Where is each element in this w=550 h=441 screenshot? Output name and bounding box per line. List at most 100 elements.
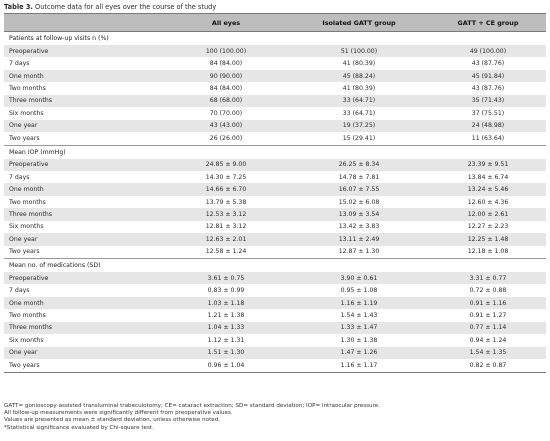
row-label: One month: [4, 296, 164, 310]
table-row: Preoperative 100 (100.00) 51 (100.00) 49 (1…: [4, 45, 546, 58]
cell-gatt-ce: 11 (63.64): [471, 134, 505, 142]
cell-gatt-ce: 45 (91.84): [430, 69, 546, 83]
cell-gatt-ce: 0.91 ± 1.27: [469, 312, 507, 320]
section-header-row: Mean IOP (mmHg): [4, 144, 546, 159]
table-row: One year 43 (43.00) 19 (37.25) 24 (48.98): [4, 119, 546, 133]
table-footnotes: GATT= gonioscopy-assisted transluminal t…: [4, 403, 380, 432]
section-header-row: Patients at follow-up visits n (%): [4, 31, 546, 45]
table-row: Six months 1.12 ± 1.31 1.30 ± 1.38 0.94 ± 1…: [4, 334, 546, 346]
cell-gatt-ce: 13.84 ± 6.74: [467, 173, 509, 181]
cell-all-eyes: 90 (90.00): [164, 69, 288, 83]
row-label: Three months: [4, 208, 164, 221]
row-label: Two months: [9, 198, 46, 206]
outcome-table: All eyes Isolated GATT group GATT + CE g…: [4, 13, 546, 373]
table-row: Six months 12.81 ± 3.12 13.42 ± 3.83 12.27 …: [4, 221, 546, 233]
row-label: Two years: [4, 359, 164, 373]
table-row: Three months 1.04 ± 1.33 1.33 ± 1.47 0.77 ±…: [4, 321, 546, 335]
row-label: 7 days: [9, 173, 30, 181]
table-row: 7 days 0.83 ± 0.99 0.95 ± 1.08 0.72 ± 0.88: [4, 284, 546, 296]
cell-gatt-ce: 12.27 ± 2.23: [467, 223, 509, 231]
cell-all-eyes: 1.03 ± 1.18: [164, 296, 288, 310]
cell-all-eyes: 1.51 ± 1.30: [164, 346, 288, 360]
table-caption: Table 3. Outcome data for all eyes over …: [4, 3, 216, 12]
section-title: Mean IOP (mmHg): [4, 144, 546, 159]
cell-all-eyes: 1.12 ± 1.31: [207, 336, 245, 344]
cell-gatt-ce: 0.82 ± 0.87: [430, 359, 546, 373]
cell-isolated-gatt: 12.87 ± 1.30: [338, 248, 380, 256]
cell-isolated-gatt: 15 (29.41): [342, 134, 376, 142]
cell-all-eyes: 43 (43.00): [164, 119, 288, 133]
column-header-label: [4, 13, 164, 32]
cell-isolated-gatt: 15.02 ± 6.08: [338, 198, 380, 206]
column-header-all-eyes: All eyes: [164, 13, 288, 32]
row-label: One year: [4, 346, 164, 360]
table-row: Two years 0.96 ± 1.04 1.16 ± 1.17 0.82 ± 0.…: [4, 359, 546, 373]
cell-isolated-gatt: 41 (80.39): [342, 60, 376, 68]
row-label: One year: [4, 233, 164, 246]
cell-isolated-gatt: 13.11 ± 2.49: [288, 233, 430, 246]
table-row: Two months 13.79 ± 5.38 15.02 ± 6.08 12.60 …: [4, 196, 546, 208]
cell-isolated-gatt: 33 (64.71): [288, 94, 430, 108]
cell-all-eyes: 0.96 ± 1.04: [164, 359, 288, 373]
cell-isolated-gatt: 14.78 ± 7.81: [338, 173, 380, 181]
cell-isolated-gatt: 33 (64.71): [342, 109, 376, 117]
cell-isolated-gatt: 1.30 ± 1.38: [340, 336, 378, 344]
table-row: One year 12.63 ± 2.01 13.11 ± 2.49 12.25 ± …: [4, 233, 546, 246]
cell-isolated-gatt: 3.90 ± 0.61: [288, 272, 430, 285]
column-header-isolated-gatt: Isolated GATT group: [288, 13, 430, 32]
cell-gatt-ce: 0.91 ± 1.16: [430, 296, 546, 310]
row-label: One year: [4, 119, 164, 133]
cell-all-eyes: 3.61 ± 0.75: [164, 272, 288, 285]
table-body: Patients at follow-up visits n (%) Preope…: [4, 31, 546, 373]
table-row: Two months 1.21 ± 1.38 1.54 ± 1.43 0.91 ± 1…: [4, 309, 546, 321]
row-label: Six months: [9, 336, 44, 344]
cell-isolated-gatt: 51 (100.00): [288, 45, 430, 58]
cell-gatt-ce: 43 (87.76): [471, 60, 505, 68]
table-header-row: All eyes Isolated GATT group GATT + CE g…: [4, 13, 546, 32]
cell-all-eyes: 24.85 ± 9.00: [164, 158, 288, 171]
cell-gatt-ce: 13.24 ± 5.46: [430, 183, 546, 196]
cell-isolated-gatt: 1.16 ± 1.19: [288, 296, 430, 310]
row-label: 7 days: [9, 60, 30, 68]
table-caption-text: Outcome data for all eyes over the cours…: [35, 3, 217, 11]
cell-all-eyes: 14.30 ± 7.25: [205, 173, 247, 181]
cell-all-eyes: 14.66 ± 6.70: [164, 183, 288, 196]
cell-all-eyes: 12.58 ± 1.24: [205, 248, 247, 256]
cell-isolated-gatt: 16.07 ± 7.55: [288, 183, 430, 196]
table-caption-label: Table 3.: [4, 3, 33, 11]
cell-all-eyes: 1.21 ± 1.38: [207, 312, 245, 320]
cell-gatt-ce: 43 (87.76): [471, 85, 505, 93]
cell-gatt-ce: 49 (100.00): [430, 45, 546, 58]
table-row: Three months 68 (68.00) 33 (64.71) 35 (71.4…: [4, 94, 546, 108]
table-row: Preoperative 3.61 ± 0.75 3.90 ± 0.61 3.31 ±…: [4, 272, 546, 285]
cell-isolated-gatt: 13.09 ± 3.54: [288, 208, 430, 221]
cell-isolated-gatt: 26.25 ± 8.34: [288, 158, 430, 171]
cell-gatt-ce: 12.60 ± 4.36: [467, 198, 509, 206]
row-label: One month: [4, 183, 164, 196]
row-label: Two months: [9, 312, 46, 320]
cell-all-eyes: 68 (68.00): [164, 94, 288, 108]
section-header-row: Mean no. of medications (SD): [4, 258, 546, 272]
row-label: One month: [4, 69, 164, 83]
cell-all-eyes: 13.79 ± 5.38: [205, 198, 247, 206]
cell-gatt-ce: 12.18 ± 1.08: [467, 248, 509, 256]
table-row: Preoperative 24.85 ± 9.00 26.25 ± 8.34 23.3…: [4, 158, 546, 171]
row-label: Two years: [9, 134, 40, 142]
cell-gatt-ce: 0.72 ± 0.88: [469, 287, 507, 295]
row-label: Two months: [9, 85, 46, 93]
cell-gatt-ce: 23.39 ± 9.51: [430, 158, 546, 171]
cell-all-eyes: 0.83 ± 0.99: [207, 287, 245, 295]
table-row: One month 1.03 ± 1.18 1.16 ± 1.19 0.91 ± 1.…: [4, 296, 546, 310]
cell-gatt-ce: 3.31 ± 0.77: [430, 272, 546, 285]
row-label: Preoperative: [4, 272, 164, 285]
footnote-values: Values are presented as mean ± standard …: [4, 417, 221, 424]
table-row: One year 1.51 ± 1.30 1.47 ± 1.26 1.54 ± 1.3…: [4, 346, 546, 360]
table-row: Two months 84 (84.00) 41 (80.39) 43 (87.76): [4, 82, 546, 94]
cell-all-eyes: 1.04 ± 1.33: [164, 321, 288, 335]
cell-all-eyes: 26 (26.00): [209, 134, 243, 142]
row-label: Six months: [9, 223, 44, 231]
cell-isolated-gatt: 1.16 ± 1.17: [288, 359, 430, 373]
footnote-abbreviations: GATT= gonioscopy-assisted transluminal t…: [4, 403, 380, 409]
table-row: 7 days 14.30 ± 7.25 14.78 ± 7.81 13.84 ± 6.…: [4, 171, 546, 183]
